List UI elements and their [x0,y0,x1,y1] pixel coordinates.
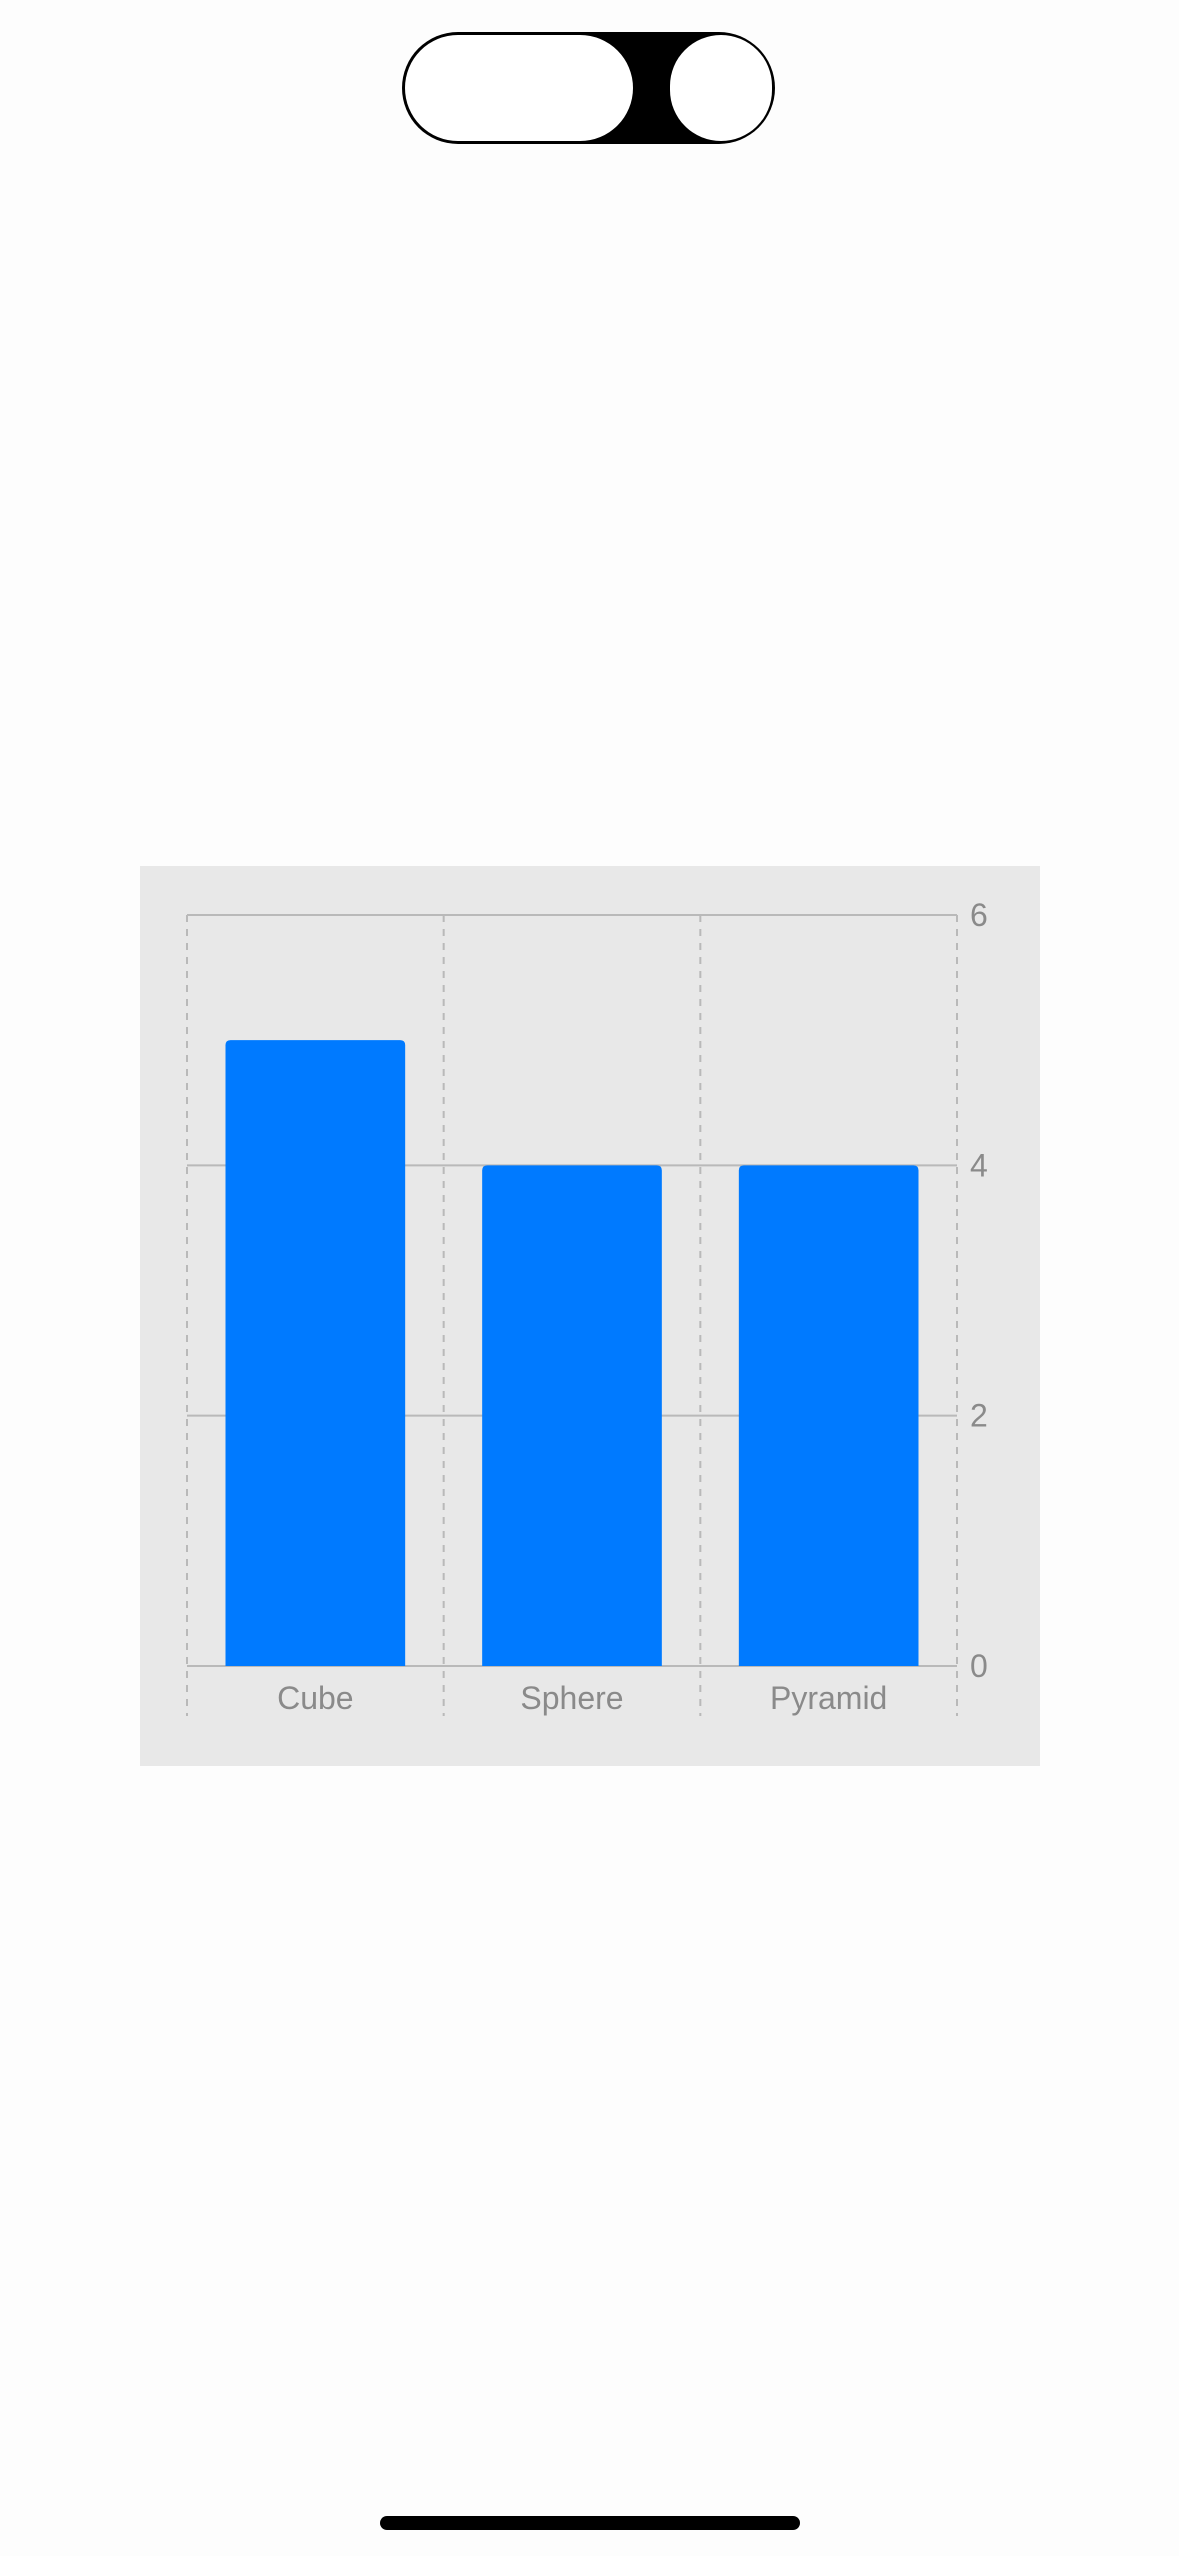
bar-sphere [482,1165,662,1666]
y-tick-label: 2 [970,1398,988,1434]
bar-cube [225,1040,406,1666]
x-tick-label: Sphere [520,1680,623,1716]
bar-chart: 0 2 4 6 Cube Sphere Pyramid [140,866,1040,1766]
x-tick-label: Pyramid [770,1680,887,1716]
y-tick-label: 0 [970,1648,988,1684]
x-tick-label: Cube [277,1680,354,1716]
island-left-pill [405,35,633,141]
y-tick-label: 6 [970,897,988,933]
island-right-pill [670,35,772,141]
y-tick-label: 4 [970,1147,988,1183]
dynamic-island [402,32,775,144]
home-indicator[interactable] [380,2516,800,2530]
bar-pyramid [738,1165,919,1666]
chart-plot: 0 2 4 6 Cube Sphere Pyramid [186,897,988,1716]
